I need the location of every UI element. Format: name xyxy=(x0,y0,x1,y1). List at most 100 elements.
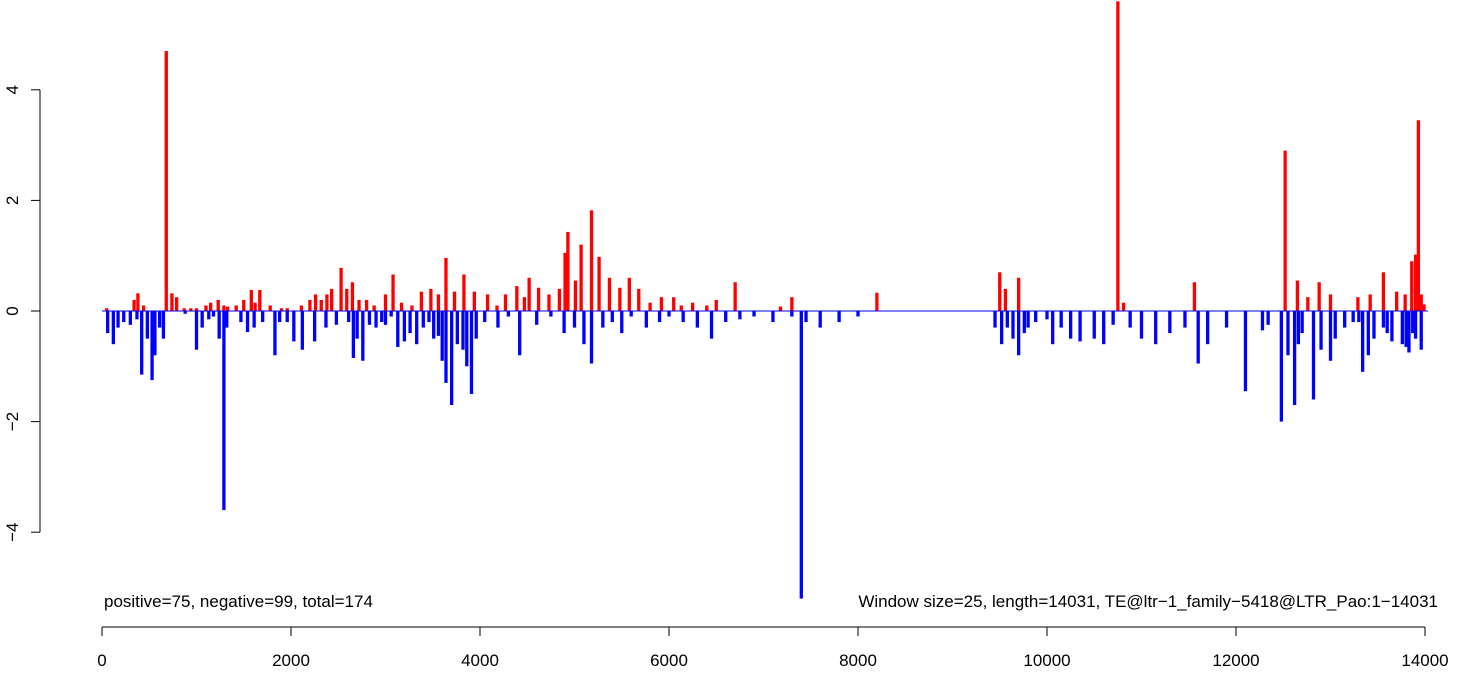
bar-negative xyxy=(1419,311,1423,350)
negative-bars xyxy=(106,311,1423,599)
x-tick-label: 10000 xyxy=(1023,651,1070,670)
bar-positive xyxy=(222,305,226,311)
bar-positive xyxy=(189,308,193,311)
x-tick-label: 14000 xyxy=(1401,651,1448,670)
bar-positive xyxy=(258,289,262,311)
bar-negative xyxy=(157,311,162,328)
bar-negative xyxy=(856,311,860,317)
bar-negative xyxy=(217,311,221,339)
bar-negative xyxy=(402,311,407,342)
bar-positive xyxy=(1328,294,1333,311)
bar-negative xyxy=(535,311,539,325)
bar-positive xyxy=(253,302,257,311)
bar-negative xyxy=(252,311,256,328)
bar-negative xyxy=(161,311,166,339)
bar-negative xyxy=(644,311,648,328)
bar-positive xyxy=(226,306,230,311)
bar-negative xyxy=(135,311,139,320)
bar-negative xyxy=(738,311,742,320)
bar-positive xyxy=(536,287,541,311)
bar-negative xyxy=(1400,311,1404,345)
bar-negative xyxy=(1005,311,1009,328)
bar-positive xyxy=(391,274,395,311)
bar-positive xyxy=(383,294,388,311)
bar-positive xyxy=(345,288,349,311)
y-tick-label: 2 xyxy=(3,196,22,205)
bar-negative xyxy=(389,311,393,317)
y-axis: −4 −2 0 2 4 xyxy=(3,85,41,542)
bar-negative xyxy=(496,311,500,328)
bar-negative xyxy=(285,311,289,323)
bar-positive xyxy=(790,297,794,311)
bar-negative xyxy=(211,311,216,317)
bar-negative xyxy=(450,311,454,406)
bar-positive xyxy=(175,297,179,311)
bar-positive xyxy=(141,305,146,311)
bar-positive xyxy=(1419,294,1423,311)
bar-positive xyxy=(319,299,323,311)
bar-negative xyxy=(380,311,384,323)
bar-negative xyxy=(1300,311,1304,334)
bar-negative xyxy=(1357,311,1361,323)
bar-negative xyxy=(562,311,566,334)
bar-negative xyxy=(300,311,304,350)
bar-positive xyxy=(249,289,253,311)
bar-positive xyxy=(563,252,567,311)
bar-positive xyxy=(573,280,578,311)
bar-negative xyxy=(222,311,226,511)
bar-negative xyxy=(396,311,400,347)
bar-positive xyxy=(1192,282,1197,311)
x-tick-label: 4000 xyxy=(461,651,499,670)
bar-negative xyxy=(752,311,756,317)
bar-negative xyxy=(993,311,997,328)
bar-positive xyxy=(607,277,612,311)
bar-positive xyxy=(1295,280,1300,311)
bar-negative xyxy=(346,311,351,323)
bar-positive xyxy=(268,305,272,311)
bar-negative xyxy=(116,311,120,328)
bar-negative xyxy=(1034,311,1038,323)
bar-negative xyxy=(771,311,775,323)
bar-positive xyxy=(452,291,457,311)
bar-negative xyxy=(153,311,157,356)
y-tick-label: −4 xyxy=(3,523,22,542)
bar-positive xyxy=(308,299,312,311)
bar-negative xyxy=(1266,311,1270,325)
bar-positive xyxy=(1381,272,1386,311)
bar-negative xyxy=(1243,311,1248,392)
bar-positive xyxy=(372,305,376,311)
bar-positive xyxy=(1017,277,1021,311)
bar-negative xyxy=(1128,311,1132,328)
bar-negative xyxy=(1059,311,1063,328)
bar-positive xyxy=(182,308,186,311)
x-tick-label: 12000 xyxy=(1212,651,1259,670)
bar-negative xyxy=(601,311,605,328)
bar-positive xyxy=(597,256,601,311)
bar-negative xyxy=(1206,311,1210,345)
bar-negative xyxy=(1183,311,1187,328)
bar-positive xyxy=(325,294,329,311)
bar-positive xyxy=(1317,282,1321,311)
bar-negative xyxy=(324,311,328,328)
bar-negative xyxy=(1011,311,1015,339)
bar-negative xyxy=(1385,311,1389,334)
bar-negative xyxy=(261,311,265,323)
bar-negative xyxy=(440,311,444,361)
bar-positive xyxy=(503,294,508,311)
bar-negative xyxy=(1111,311,1115,325)
bar-positive xyxy=(547,294,551,311)
bar-positive xyxy=(1121,302,1126,311)
bar-negative xyxy=(273,311,277,356)
bar-positive xyxy=(557,288,562,311)
bar-positive xyxy=(1395,291,1399,311)
bar-negative xyxy=(804,311,808,323)
bar-positive xyxy=(285,308,289,311)
bar-negative xyxy=(582,311,586,345)
bar-negative xyxy=(145,311,150,339)
bar-negative xyxy=(1017,311,1021,356)
bar-negative xyxy=(1343,311,1347,328)
bar-negative xyxy=(150,311,154,381)
bar-positive xyxy=(419,291,424,311)
bar-positive xyxy=(778,306,783,311)
bar-positive xyxy=(1306,297,1310,311)
